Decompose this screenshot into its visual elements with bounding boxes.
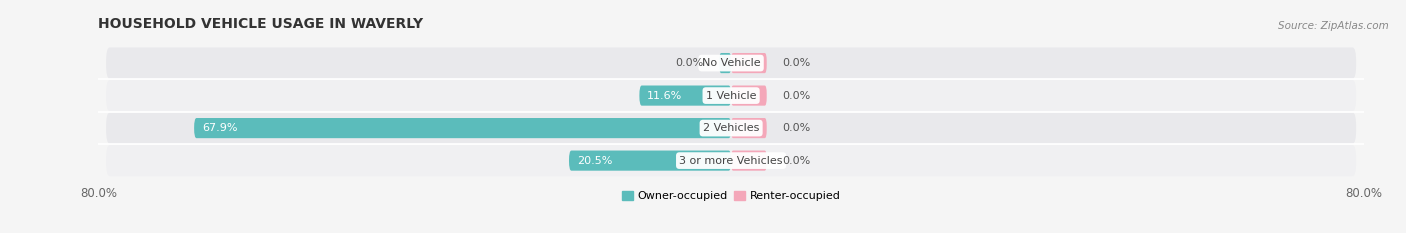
Text: 67.9%: 67.9%	[202, 123, 238, 133]
Text: 20.5%: 20.5%	[576, 156, 612, 166]
Text: Source: ZipAtlas.com: Source: ZipAtlas.com	[1278, 21, 1389, 31]
FancyBboxPatch shape	[731, 118, 766, 138]
Text: 1 Vehicle: 1 Vehicle	[706, 91, 756, 101]
Text: 2 Vehicles: 2 Vehicles	[703, 123, 759, 133]
Text: 3 or more Vehicles: 3 or more Vehicles	[679, 156, 783, 166]
Text: No Vehicle: No Vehicle	[702, 58, 761, 68]
Text: 0.0%: 0.0%	[783, 58, 811, 68]
FancyBboxPatch shape	[720, 53, 731, 73]
FancyBboxPatch shape	[194, 118, 731, 138]
FancyBboxPatch shape	[731, 86, 766, 106]
FancyBboxPatch shape	[105, 48, 1357, 79]
Text: 11.6%: 11.6%	[647, 91, 682, 101]
Text: 0.0%: 0.0%	[783, 156, 811, 166]
FancyBboxPatch shape	[105, 113, 1357, 144]
FancyBboxPatch shape	[105, 80, 1357, 111]
FancyBboxPatch shape	[731, 151, 766, 171]
Text: 0.0%: 0.0%	[783, 91, 811, 101]
Text: 0.0%: 0.0%	[783, 123, 811, 133]
FancyBboxPatch shape	[731, 53, 766, 73]
FancyBboxPatch shape	[640, 86, 731, 106]
Legend: Owner-occupied, Renter-occupied: Owner-occupied, Renter-occupied	[621, 191, 841, 201]
FancyBboxPatch shape	[569, 151, 731, 171]
Text: HOUSEHOLD VEHICLE USAGE IN WAVERLY: HOUSEHOLD VEHICLE USAGE IN WAVERLY	[98, 17, 423, 31]
FancyBboxPatch shape	[105, 145, 1357, 176]
Text: 0.0%: 0.0%	[675, 58, 703, 68]
